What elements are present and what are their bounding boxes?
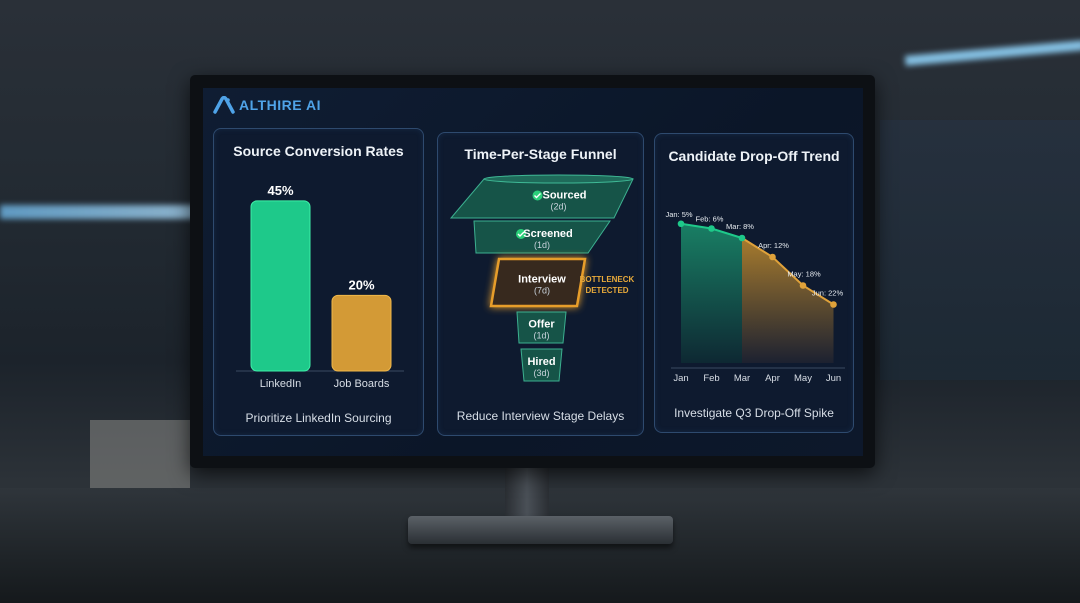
data-point xyxy=(769,253,776,261)
trend-line-amber xyxy=(741,237,835,306)
funnel-stage-screened xyxy=(473,220,611,254)
x-tick-label: Feb xyxy=(703,373,719,384)
monitor-base xyxy=(408,516,673,544)
funnel-stage-offer xyxy=(516,311,567,344)
point-label: Feb: 6% xyxy=(696,215,724,224)
stage-duration: (1d) xyxy=(533,331,549,341)
stage-duration: (2d) xyxy=(550,202,566,212)
x-tick-label: Job Boards xyxy=(334,378,390,390)
check-mark-icon xyxy=(534,193,541,199)
panel-caption: Investigate Q3 Drop-Off Spike xyxy=(674,406,834,420)
stage-duration: (7d) xyxy=(534,286,550,296)
bar-job-boards xyxy=(331,294,392,372)
data-point xyxy=(830,301,837,308)
brand-logo: ALTHIRE AI xyxy=(213,96,321,114)
data-point xyxy=(799,282,807,289)
dashboard-screen: ALTHIRE AI Source Conversion Rates 45% Li… xyxy=(203,88,863,456)
bottleneck-annotation: DETECTED xyxy=(585,286,628,295)
stage-label: Offer xyxy=(528,319,555,331)
point-label: Apr: 12% xyxy=(758,241,789,250)
area-segment-green xyxy=(681,223,742,363)
check-mark-icon xyxy=(517,231,525,237)
althire-logo-icon xyxy=(213,96,235,114)
stage-label: Screened xyxy=(523,228,573,240)
stage-label: Hired xyxy=(527,356,555,368)
area-chart: Jan: 5% Jan Feb: 6% Feb Mar: 8% Mar Apr: 12% Ap… xyxy=(665,210,845,384)
check-circle-icon xyxy=(532,190,543,201)
stage-duration: (3d) xyxy=(533,368,549,378)
stage-duration: (1d) xyxy=(534,240,550,250)
point-label: Jun: 22% xyxy=(812,289,844,298)
bar-chart: 45% LinkedIn 20% Job Boards xyxy=(236,183,404,390)
check-circle-icon xyxy=(516,229,526,239)
data-point xyxy=(738,234,746,242)
brand-name: ALTHIRE AI xyxy=(239,97,321,113)
bar-value-label: 45% xyxy=(267,183,293,198)
funnel-panel: Time-Per-Stage Funnel Sourced (2d) Screene… xyxy=(437,132,644,436)
point-label: Jan: 5% xyxy=(665,210,692,219)
bottleneck-annotation: BOTTLENECK xyxy=(580,275,635,284)
cabinet xyxy=(90,420,190,500)
x-tick-label: LinkedIn xyxy=(260,378,302,390)
panel-title: Source Conversion Rates xyxy=(233,143,404,159)
dropoff-panel: Candidate Drop-Off Trend Jan: 5% Jan Feb: … xyxy=(654,133,854,433)
x-tick-label: May xyxy=(794,373,812,384)
panel-caption: Reduce Interview Stage Delays xyxy=(456,409,625,423)
wall-light xyxy=(0,205,200,219)
funnel-stage-hired xyxy=(520,348,563,382)
panel-title: Time-Per-Stage Funnel xyxy=(464,146,617,162)
x-tick-label: Apr xyxy=(765,373,780,384)
point-label: Mar: 8% xyxy=(726,222,754,231)
funnel-chart: Sourced(2d)Screened(1d)Interview(7d)Offe… xyxy=(449,174,635,382)
x-tick-label: Jun xyxy=(826,373,841,384)
data-point xyxy=(677,220,685,228)
panel-caption: Prioritize LinkedIn Sourcing xyxy=(245,411,392,425)
source-conversion-panel: Source Conversion Rates 45% LinkedIn 20% Jo… xyxy=(213,128,424,436)
x-tick-label: Jan xyxy=(673,373,688,384)
bar-linkedin xyxy=(250,200,311,372)
panel-title: Candidate Drop-Off Trend xyxy=(668,148,840,164)
area-segment-amber xyxy=(742,238,834,363)
funnel-rim xyxy=(483,174,634,184)
point-label: May: 18% xyxy=(787,270,821,279)
bar-value-label: 20% xyxy=(348,277,374,292)
glass-door xyxy=(880,120,1080,380)
funnel-stage-interview xyxy=(489,257,587,308)
stage-label: Sourced xyxy=(542,190,586,202)
monitor-stand xyxy=(505,462,549,524)
data-point xyxy=(708,225,715,232)
stage-label: Interview xyxy=(518,274,566,286)
x-tick-label: Mar xyxy=(734,373,750,384)
